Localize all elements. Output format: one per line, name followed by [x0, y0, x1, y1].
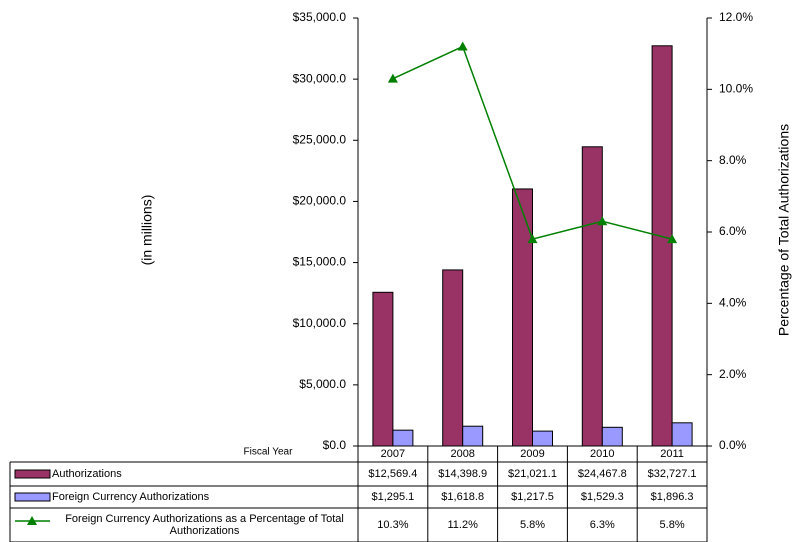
table-value: $12,569.4	[368, 468, 418, 480]
bar	[462, 425, 484, 447]
table-value: 6.3%	[589, 519, 615, 531]
bar	[581, 146, 603, 447]
table-value: $21,021.1	[508, 468, 557, 480]
y-tick-label: $30,000.0	[293, 71, 347, 85]
bar	[372, 291, 394, 447]
y-axis-title: (in millions)	[139, 195, 155, 266]
table-value: $1,295.1	[371, 491, 415, 503]
y-tick-label: $10,000.0	[293, 316, 347, 330]
line-marker	[597, 216, 608, 226]
bar	[651, 45, 673, 447]
y2-axis-title: Percentage of Total Authorizations	[776, 124, 792, 336]
legend-key	[27, 516, 37, 525]
y2-tick-label: 6.0%	[719, 224, 747, 238]
bar	[601, 426, 623, 447]
x-tick-label: 2011	[660, 448, 684, 460]
y2-tick-label: 0.0%	[719, 438, 747, 452]
table-value: $1,618.8	[441, 491, 485, 503]
bar	[512, 188, 533, 447]
legend-key	[14, 469, 51, 479]
y2-tick-label: 8.0%	[719, 153, 747, 167]
x-tick-label: 2009	[520, 448, 545, 460]
y-tick-label: $5,000.0	[299, 377, 346, 391]
y2-tick-label: 4.0%	[719, 296, 747, 310]
x-axis-title: Fiscal Year	[244, 447, 294, 458]
bar	[671, 422, 693, 447]
table-value: $1,896.3	[650, 491, 694, 503]
y-tick-label: $15,000.0	[293, 255, 347, 269]
y-tick-label: $0.0	[323, 438, 347, 452]
legend-label: Foreign Currency Authorizations	[52, 491, 210, 503]
y-tick-label: $20,000.0	[293, 194, 347, 208]
table-value: $24,467.8	[577, 468, 627, 480]
bar	[392, 429, 414, 447]
bar	[442, 269, 464, 447]
y-tick-label: $25,000.0	[293, 132, 347, 146]
y-tick-label: $35,000.0	[293, 10, 347, 24]
x-tick-label: 2007	[380, 448, 406, 460]
y2-tick-label: 10.0%	[719, 82, 753, 96]
legend-label: Foreign Currency Authorizations as a Per…	[65, 513, 344, 537]
table-value: $1,217.5	[511, 491, 554, 503]
x-tick-label: 2010	[590, 448, 615, 460]
line-marker	[527, 234, 538, 244]
line-marker	[387, 73, 398, 83]
table-value: 10.3%	[377, 519, 409, 531]
table-value: $1,529.3	[580, 491, 624, 503]
legend-key	[14, 492, 51, 502]
table-value: 11.2%	[447, 519, 478, 531]
table-value: 5.8%	[519, 519, 546, 531]
table-value: $32,727.1	[647, 468, 697, 480]
table-value: $14,398.9	[438, 468, 488, 480]
x-tick-label: 2008	[450, 448, 475, 460]
line-marker	[457, 41, 468, 51]
table-value: 5.8%	[659, 519, 685, 531]
line-marker	[667, 234, 678, 244]
legend-label: Authorizations	[52, 468, 122, 480]
y2-tick-label: 2.0%	[719, 367, 747, 381]
bar	[532, 430, 553, 447]
y2-tick-label: 12.0%	[719, 10, 753, 24]
